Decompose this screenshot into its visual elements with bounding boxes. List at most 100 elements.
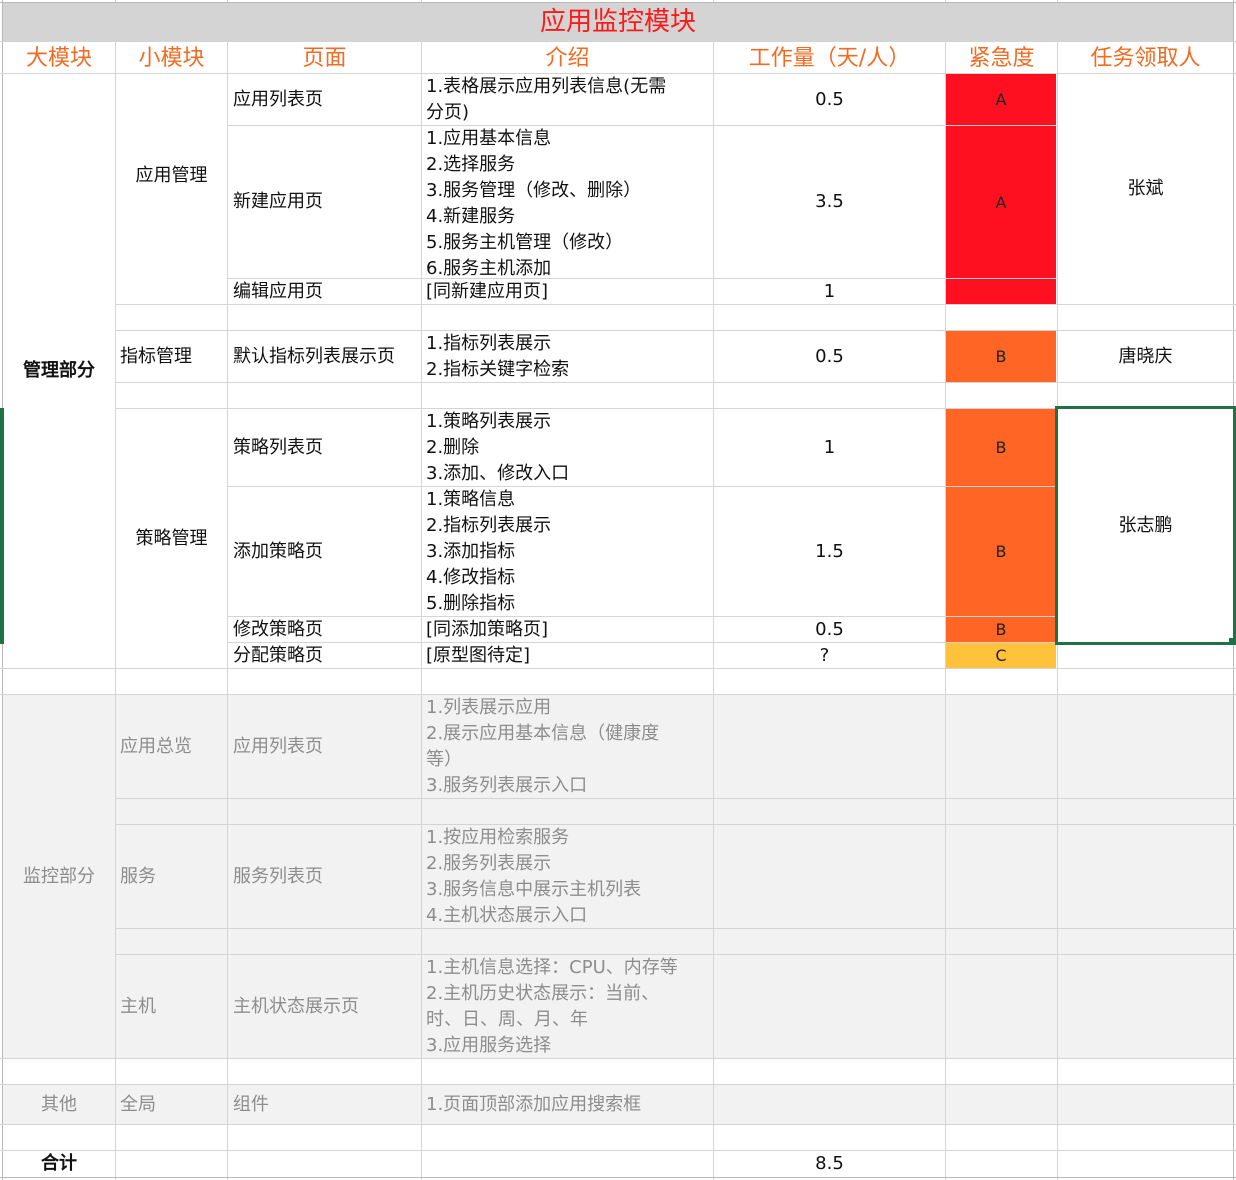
page-cell[interactable]: 默认指标列表展示页 xyxy=(233,331,421,382)
grid-line xyxy=(115,330,1236,331)
page-cell[interactable]: 分配策略页 xyxy=(233,643,421,668)
page-cell[interactable]: 主机状态展示页 xyxy=(233,955,421,1058)
grid-line xyxy=(115,824,1236,825)
workload-cell[interactable]: 1 xyxy=(714,409,945,486)
grid-line xyxy=(0,1177,1236,1178)
big-module-label: 管理部分 xyxy=(23,360,95,381)
urgency-cell[interactable]: B xyxy=(946,487,1056,616)
total-label-cell[interactable]: 合计 xyxy=(3,1151,115,1177)
intro-cell[interactable]: 1.主机信息选择：CPU、内存等 2.主机历史状态展示：当前、 时、日、周、月、… xyxy=(426,957,678,1056)
big-module-other[interactable]: 其他 xyxy=(3,1085,115,1124)
grid-line xyxy=(713,42,714,1180)
assignee-name: 唐晓庆 xyxy=(1118,345,1173,367)
intro-cell[interactable]: [同新建应用页] xyxy=(426,279,713,304)
grid-line xyxy=(0,41,1236,42)
page-cell[interactable]: 修改策略页 xyxy=(233,617,421,642)
fill-handle[interactable] xyxy=(1229,638,1236,645)
big-module-management[interactable]: 管理部分 xyxy=(3,74,115,668)
small-module-global[interactable]: 全局 xyxy=(120,1085,227,1124)
page-cell[interactable]: 添加策略页 xyxy=(233,487,421,616)
intro-cell[interactable]: 1.策略列表展示 2.删除 3.添加、修改入口 xyxy=(426,411,570,484)
title-bar xyxy=(3,3,1233,41)
page-name: 应用列表页 xyxy=(233,735,323,757)
grid-line xyxy=(945,42,946,1180)
page-cell[interactable]: 服务列表页 xyxy=(233,825,421,928)
workload-cell[interactable]: 0.5 xyxy=(714,74,945,125)
workload-value: 0.5 xyxy=(815,88,844,110)
urgency-cell[interactable]: A xyxy=(946,74,1056,125)
intro-cell[interactable]: 1.策略信息 2.指标列表展示 3.添加指标 4.修改指标 5.删除指标 xyxy=(426,489,552,614)
grid-line xyxy=(0,1150,1236,1151)
workload-value: ? xyxy=(819,644,830,666)
header-assignee[interactable]: 任务领取人 xyxy=(1090,46,1201,71)
total-workload-cell[interactable]: 8.5 xyxy=(714,1151,945,1177)
page-cell[interactable]: 策略列表页 xyxy=(233,409,421,486)
intro-cell[interactable]: 1.表格展示应用列表信息(无需 分页) xyxy=(426,76,667,123)
small-module-app-mgmt[interactable]: 应用管理 xyxy=(116,74,227,278)
urgency-cell[interactable]: C xyxy=(946,643,1056,668)
page-name: 组件 xyxy=(233,1093,269,1115)
header-intro[interactable]: 介绍 xyxy=(545,46,590,71)
intro-cell[interactable]: 1.按应用检索服务 2.服务列表展示 3.服务信息中展示主机列表 4.主机状态展… xyxy=(426,827,642,926)
page-name: 应用列表页 xyxy=(233,88,323,110)
small-module-label: 服务 xyxy=(120,865,156,887)
workload-value: 3.5 xyxy=(815,191,844,212)
grid-line xyxy=(0,1058,1236,1059)
header-urgency[interactable]: 紧急度 xyxy=(968,46,1035,71)
total-workload: 8.5 xyxy=(815,1153,844,1174)
workload-cell[interactable]: 1.5 xyxy=(714,487,945,616)
header-small-module[interactable]: 小模块 xyxy=(138,46,205,71)
big-module-monitoring[interactable]: 监控部分 xyxy=(3,695,115,1058)
urgency-cell[interactable] xyxy=(946,279,1056,304)
intro-cell[interactable]: 1.应用基本信息 2.选择服务 3.服务管理（修改、删除） 4.新建服务 5.服… xyxy=(426,128,642,279)
intro-text: 1.页面顶部添加应用搜索框 xyxy=(426,1093,642,1115)
page-cell[interactable]: 应用列表页 xyxy=(233,695,421,798)
grid-line xyxy=(227,42,228,1180)
grid-line xyxy=(227,278,1057,279)
urgency-cell[interactable]: B xyxy=(946,331,1056,382)
workload-cell[interactable]: 0.5 xyxy=(714,617,945,642)
assignee-cell[interactable]: 张斌 xyxy=(1058,74,1233,304)
page-name: 默认指标列表展示页 xyxy=(233,345,395,367)
page-cell[interactable]: 新建应用页 xyxy=(233,126,421,278)
workload-cell[interactable]: ? xyxy=(714,643,935,668)
workload-cell[interactable]: 3.5 xyxy=(714,126,945,278)
intro-cell[interactable]: [同添加策略页] xyxy=(426,617,713,642)
assignee-cell[interactable]: 唐晓庆 xyxy=(1058,331,1233,382)
grid-line xyxy=(421,0,422,3)
urgency-cell[interactable]: B xyxy=(946,617,1056,642)
grid-line xyxy=(115,382,1236,383)
header-page[interactable]: 页面 xyxy=(302,46,347,71)
small-module-policy-mgmt[interactable]: 策略管理 xyxy=(116,409,227,668)
header-workload[interactable]: 工作量（天/人） xyxy=(748,46,911,71)
intro-cell[interactable]: 1.列表展示应用 2.展示应用基本信息（健康度 等） 3.服务列表展示入口 xyxy=(426,697,660,796)
small-module-metric-mgmt[interactable]: 指标管理 xyxy=(120,331,227,382)
urgency-cell[interactable]: B xyxy=(946,409,1056,486)
page-name: 编辑应用页 xyxy=(233,280,323,302)
page-name: 修改策略页 xyxy=(233,618,323,640)
grid-line xyxy=(115,928,1236,929)
grid-line xyxy=(0,1124,1236,1125)
small-module-app-overview[interactable]: 应用总览 xyxy=(120,695,227,798)
assignee-cell-selected[interactable]: 张志鹏 xyxy=(1058,409,1233,642)
intro-text: [同新建应用页] xyxy=(426,280,549,302)
intro-cell[interactable]: 1.页面顶部添加应用搜索框 xyxy=(426,1085,713,1124)
page-cell[interactable]: 应用列表页 xyxy=(233,74,421,125)
workload-cell[interactable]: 1 xyxy=(714,279,945,304)
total-label: 合计 xyxy=(41,1153,77,1174)
monitoring-section-bg xyxy=(3,695,1233,1059)
urgency-cell[interactable]: A xyxy=(946,126,1056,278)
intro-cell[interactable]: 1.指标列表展示 2.指标关键字检索 xyxy=(426,333,570,380)
small-module-host[interactable]: 主机 xyxy=(120,955,227,1058)
page-cell[interactable]: 组件 xyxy=(233,1085,421,1124)
workload-cell[interactable]: 0.5 xyxy=(714,331,945,382)
intro-cell[interactable]: [原型图待定] xyxy=(426,643,713,668)
grid-line xyxy=(713,0,714,3)
header-big-module[interactable]: 大模块 xyxy=(25,46,92,71)
workload-value: 1 xyxy=(823,436,836,458)
page-cell[interactable]: 编辑应用页 xyxy=(233,279,421,304)
assignee-name: 张斌 xyxy=(1127,178,1164,199)
small-module-service[interactable]: 服务 xyxy=(120,825,227,928)
page-title[interactable]: 应用监控模块 xyxy=(539,7,696,37)
